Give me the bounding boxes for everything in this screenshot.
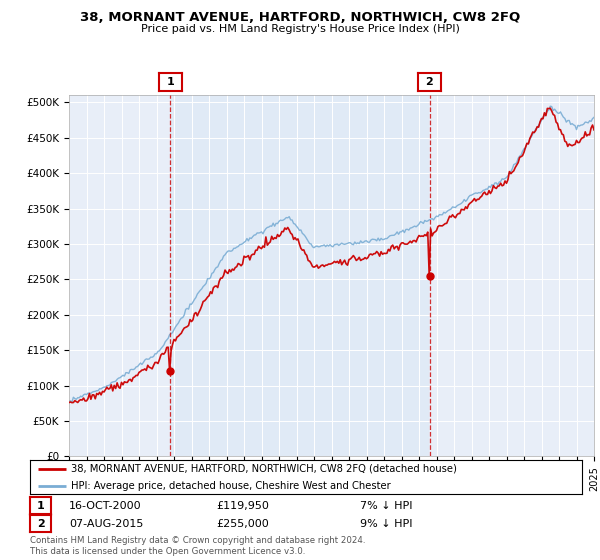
Text: 2: 2 <box>37 519 44 529</box>
Bar <box>170 95 430 456</box>
Text: 7% ↓ HPI: 7% ↓ HPI <box>360 501 413 511</box>
Text: Contains HM Land Registry data © Crown copyright and database right 2024.
This d: Contains HM Land Registry data © Crown c… <box>30 536 365 556</box>
Text: 38, MORNANT AVENUE, HARTFORD, NORTHWICH, CW8 2FQ (detached house): 38, MORNANT AVENUE, HARTFORD, NORTHWICH,… <box>71 464 457 474</box>
Text: 1: 1 <box>166 77 174 87</box>
Text: 2: 2 <box>425 77 433 87</box>
Text: 16-OCT-2000: 16-OCT-2000 <box>69 501 142 511</box>
Text: 9% ↓ HPI: 9% ↓ HPI <box>360 519 413 529</box>
Text: 07-AUG-2015: 07-AUG-2015 <box>69 519 143 529</box>
Text: HPI: Average price, detached house, Cheshire West and Chester: HPI: Average price, detached house, Ches… <box>71 480 391 491</box>
Text: Price paid vs. HM Land Registry's House Price Index (HPI): Price paid vs. HM Land Registry's House … <box>140 24 460 34</box>
Text: £255,000: £255,000 <box>216 519 269 529</box>
Text: £119,950: £119,950 <box>216 501 269 511</box>
Text: 38, MORNANT AVENUE, HARTFORD, NORTHWICH, CW8 2FQ: 38, MORNANT AVENUE, HARTFORD, NORTHWICH,… <box>80 11 520 24</box>
Text: 1: 1 <box>37 501 44 511</box>
